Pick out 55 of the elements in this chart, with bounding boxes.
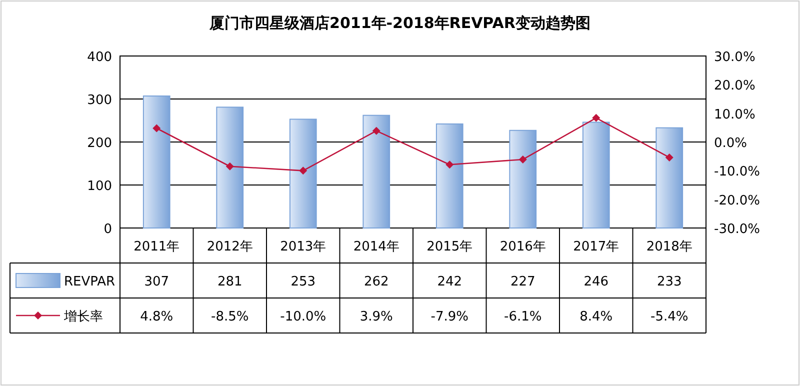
data-label: 253 [290,274,316,290]
point [518,155,527,164]
y-tick-label: 0 [104,222,112,237]
x-tick-label: 2012年 [206,240,253,254]
point [446,160,454,169]
x-tick-label: 2016年 [500,240,546,254]
legend-label: 增长率 [63,308,103,324]
y-tick-label: 400 [87,50,112,65]
data-label: 281 [217,274,242,290]
data-label: -7.9% [430,310,468,324]
data-label: 3.9% [360,310,393,324]
data-label: 4.8% [140,310,174,324]
bar [582,122,610,228]
y2-tick-label: -20.0% [714,193,760,208]
point [226,162,234,170]
x-tick-label: 2017年 [573,240,620,254]
point [372,126,380,135]
x-tick-label: 2014年 [353,240,400,254]
chart-title: 厦门市四星级酒店2011年-2018年REVPAR变动趋势图 [208,14,590,32]
y2-tick-label: 30.0% [714,50,756,65]
x-tick-label: 2015年 [426,240,473,254]
y2-tick-label: 10.0% [714,107,756,122]
y-tick-label: 300 [87,93,112,108]
bar [289,118,317,228]
data-label: 233 [656,274,682,290]
data-label: 242 [437,274,462,290]
data-label: 227 [510,274,536,290]
bar [142,95,170,228]
point [592,114,600,122]
bar [362,114,390,228]
x-tick-label: 2013年 [280,240,326,254]
y-tick-label: 200 [87,136,112,151]
point [665,153,674,162]
data-label: -10.0% [280,310,326,324]
data-label: -8.5% [211,310,249,324]
legend-label: REVPAR [64,274,116,290]
bar [656,127,684,228]
bar [509,130,537,228]
y2-tick-label: -10.0% [714,164,760,180]
y2-tick-label: 0.0% [714,136,748,151]
x-tick-label: 2018年 [646,240,692,254]
data-label: 307 [144,274,170,290]
data-label: -6.1% [504,310,542,324]
y2-tick-label: 20.0% [714,78,756,94]
data-label: 262 [364,274,389,290]
data-label: 8.4% [580,310,613,324]
data-label: -5.4% [650,310,688,324]
data-label: 246 [584,274,609,290]
x-tick-label: 2011年 [134,240,180,254]
point [299,166,308,175]
y-tick-label: 100 [87,179,112,194]
y2-tick-label: -30.0% [714,222,760,237]
bar [216,106,244,228]
bar [436,123,464,228]
point [152,124,161,132]
